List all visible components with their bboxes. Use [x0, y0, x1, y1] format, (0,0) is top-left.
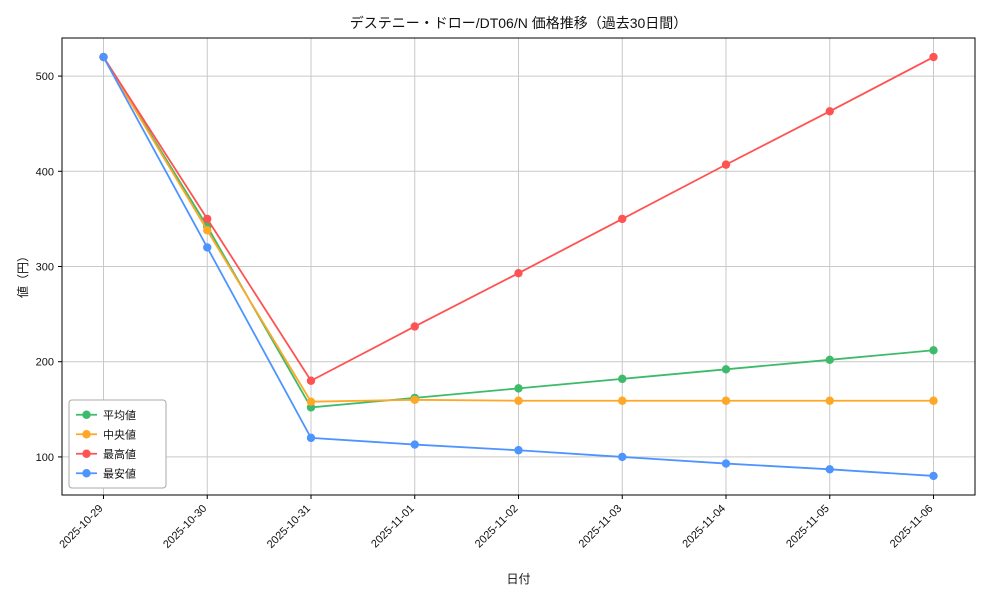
- y-tick-label: 200: [36, 357, 54, 369]
- x-tick-label: 2025-10-31: [265, 503, 313, 551]
- series-marker-highest: [514, 268, 523, 278]
- y-tick-label: 100: [36, 452, 54, 464]
- series-marker-lowest: [203, 243, 212, 252]
- series-marker-lowest: [99, 52, 108, 62]
- series-marker-lowest: [514, 446, 523, 455]
- x-axis-label: 日付: [506, 572, 531, 586]
- legend-marker-highest: [82, 449, 91, 458]
- series-marker-highest: [929, 52, 938, 62]
- series-marker-highest: [825, 107, 834, 116]
- series-marker-lowest: [825, 465, 834, 474]
- x-tick-label: 2025-11-06: [888, 503, 936, 551]
- series-marker-median: [929, 396, 938, 405]
- series-marker-median: [618, 396, 627, 405]
- series-marker-lowest: [410, 440, 419, 449]
- series-marker-median: [306, 397, 316, 406]
- x-tick-label: 2025-10-30: [161, 503, 209, 551]
- y-tick-label: 400: [36, 166, 54, 178]
- series-marker-average: [721, 365, 731, 374]
- legend-marker-average: [82, 410, 91, 419]
- series-marker-highest: [618, 214, 627, 224]
- x-tick-label: 2025-11-04: [680, 503, 728, 551]
- y-tick-label: 500: [36, 71, 54, 83]
- x-tick-label: 2025-10-29: [57, 503, 105, 551]
- series-marker-highest: [203, 214, 212, 224]
- x-tick-label: 2025-11-05: [784, 503, 832, 551]
- series-marker-lowest: [929, 471, 938, 481]
- series-marker-average: [825, 355, 834, 365]
- legend-label-highest: 最高値: [103, 447, 136, 461]
- legend-box: [68, 399, 167, 489]
- series-marker-median: [514, 396, 523, 405]
- series-marker-average: [514, 384, 523, 393]
- legend-label-median: 中央値: [103, 428, 136, 441]
- series-marker-highest: [721, 160, 731, 169]
- series-marker-median: [825, 396, 834, 405]
- legend-marker-lowest: [82, 469, 91, 478]
- y-tick-label: 300: [36, 262, 54, 274]
- series-marker-median: [721, 396, 731, 405]
- series-marker-average: [929, 346, 938, 355]
- series-marker-median: [203, 226, 212, 235]
- x-tick-label: 2025-11-03: [577, 503, 625, 551]
- series-marker-highest: [410, 322, 419, 331]
- series-marker-median: [410, 395, 419, 404]
- x-tick-label: 2025-11-02: [473, 503, 521, 551]
- series-marker-lowest: [306, 433, 316, 443]
- legend-label-average: 平均値: [103, 409, 136, 422]
- series-marker-highest: [306, 376, 316, 385]
- series-marker-average: [618, 374, 627, 384]
- series-marker-lowest: [618, 452, 627, 462]
- x-tick-label: 2025-11-01: [369, 503, 417, 551]
- legend-label-lowest: 最安値: [103, 466, 136, 480]
- series-marker-lowest: [721, 459, 731, 468]
- legend-marker-median: [82, 430, 91, 439]
- chart-title: デステニー・ドロー/DT06/N 価格推移（過去30日間）: [349, 15, 688, 31]
